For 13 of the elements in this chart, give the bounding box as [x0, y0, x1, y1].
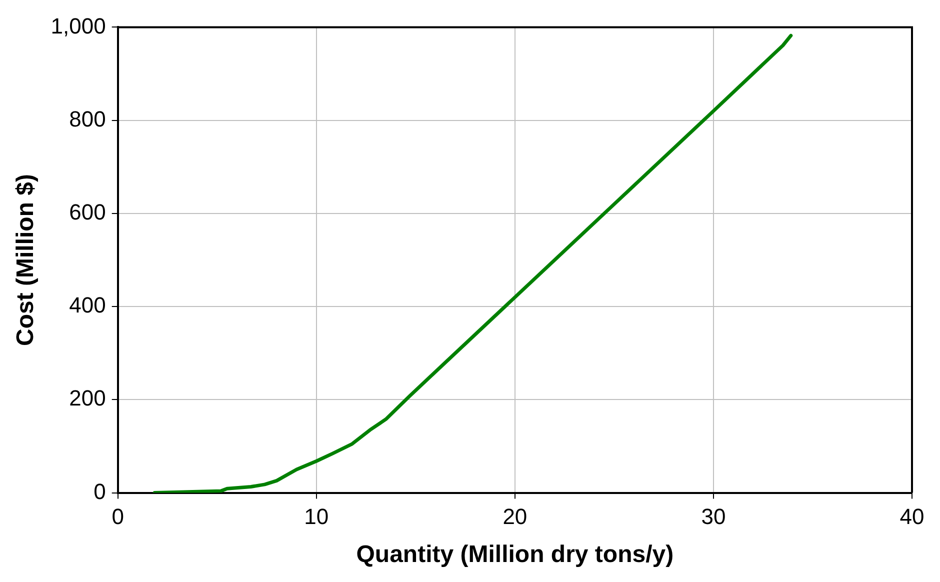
- x-tick-label: 10: [304, 504, 329, 530]
- y-tick-label: 1,000: [50, 13, 106, 38]
- x-axis-title: Quantity (Million dry tons/y): [356, 541, 674, 568]
- x-tick-label: 30: [701, 504, 726, 530]
- y-tick-label: 200: [69, 386, 106, 411]
- x-tick-label: 40: [900, 504, 924, 530]
- x-tick-label: 20: [502, 504, 528, 530]
- y-tick-label: 400: [69, 292, 106, 318]
- y-tick-label: 0: [94, 478, 106, 504]
- y-axis-title: Cost (Million $): [12, 174, 40, 346]
- y-tick-label: 800: [69, 106, 106, 132]
- x-tick-label: 0: [112, 504, 124, 530]
- y-tick-label: 600: [69, 200, 106, 225]
